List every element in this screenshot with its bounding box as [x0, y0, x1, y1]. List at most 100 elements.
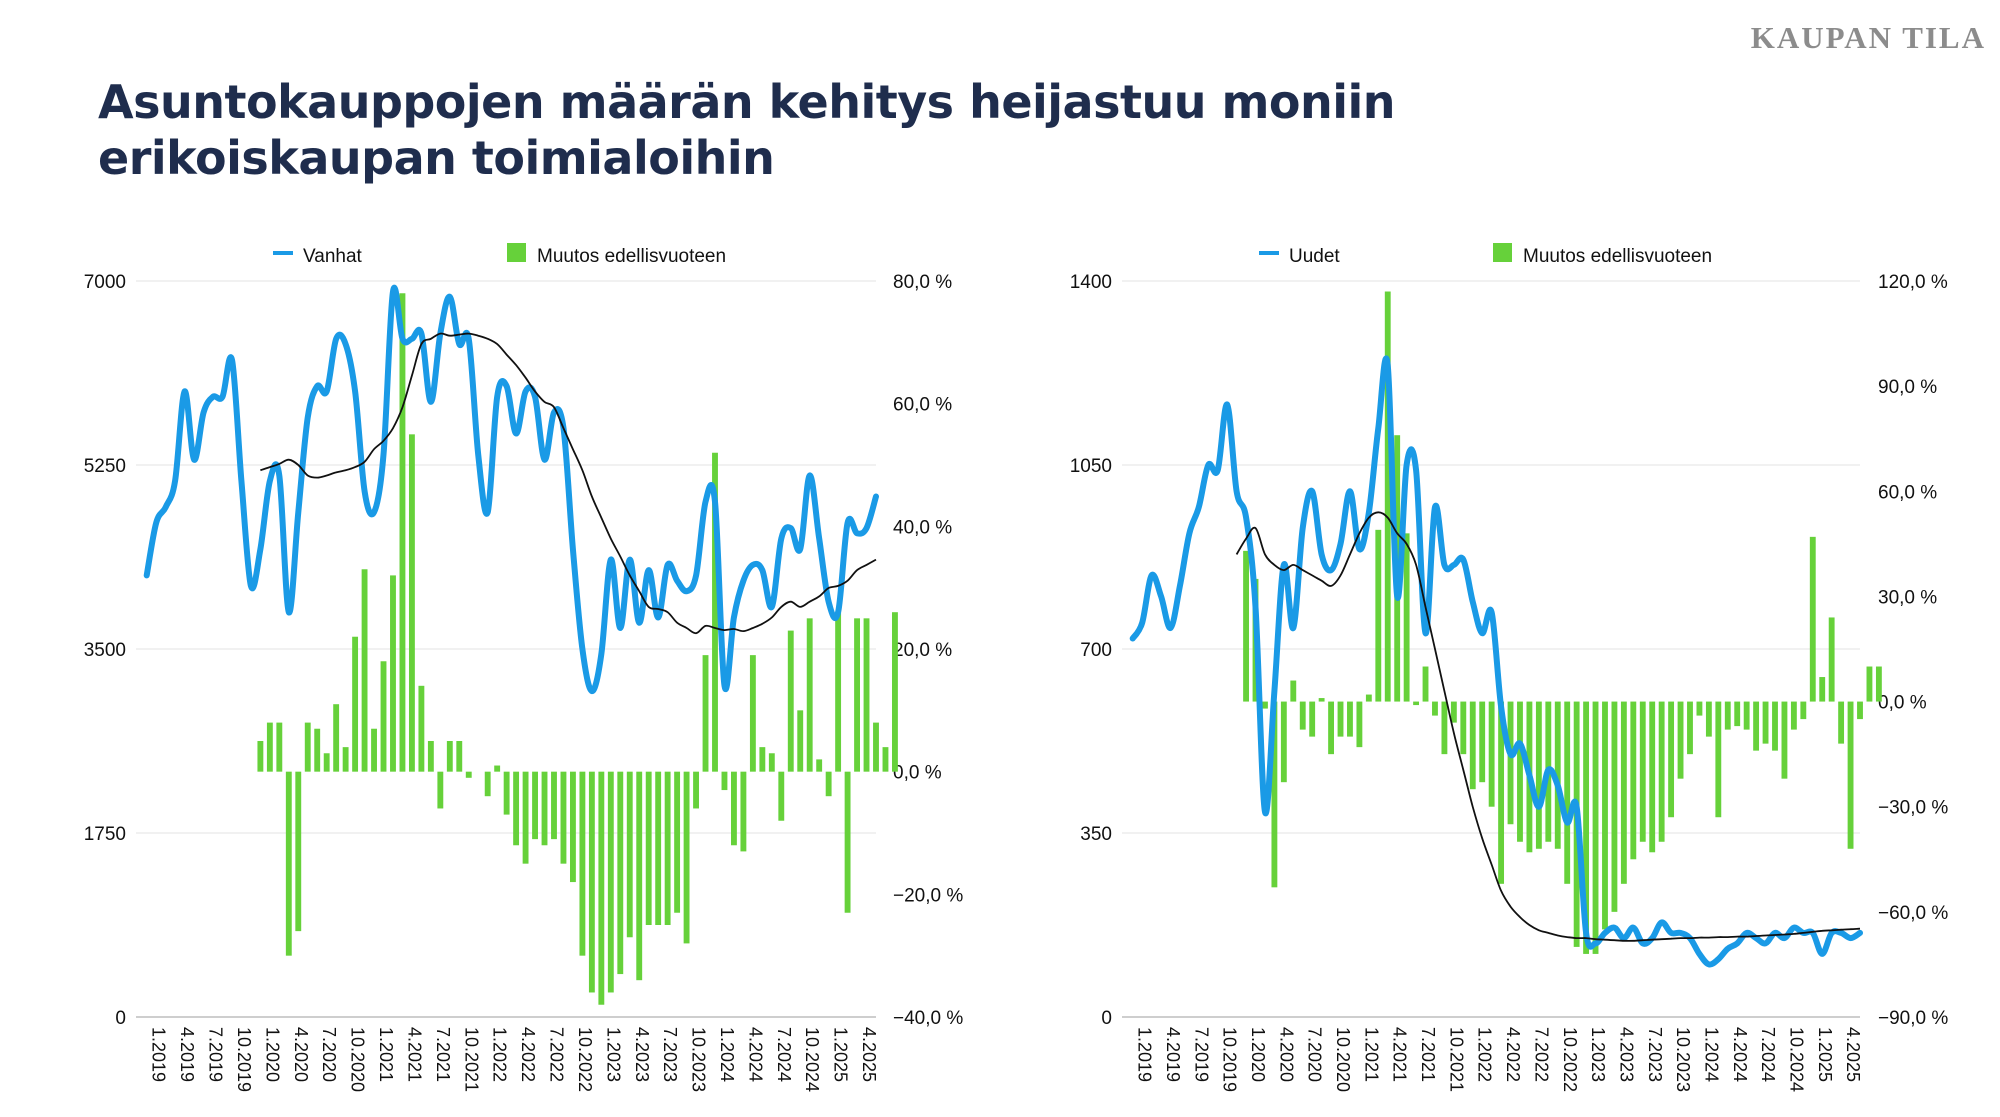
bar [1554, 701, 1561, 849]
bar [1620, 701, 1627, 884]
bar [266, 722, 273, 772]
series-line [1129, 355, 1863, 968]
x-axis-tick-label: 4.2025 [1843, 1027, 1863, 1082]
bar [617, 771, 624, 975]
bar [844, 771, 851, 913]
bar [1413, 701, 1420, 706]
x-axis-tick-label: 10.2024 [802, 1027, 822, 1092]
x-axis-tick-label: 1.2024 [1701, 1027, 1721, 1082]
right-axis-tick-label: 0,0 % [893, 763, 942, 784]
bar [1337, 701, 1344, 737]
x-axis-tick-label: 10.2021 [1446, 1027, 1466, 1092]
bar [522, 771, 529, 864]
bar [1630, 701, 1637, 860]
bar [1602, 701, 1608, 930]
bar [1441, 701, 1448, 755]
bar [456, 741, 463, 772]
x-axis-tick-label: 10.2019 [1220, 1027, 1240, 1092]
bar [1705, 701, 1712, 737]
x-axis-tick-label: 4.2024 [1730, 1027, 1750, 1082]
legend-bar-swatch [507, 243, 526, 262]
bar [1649, 701, 1656, 853]
x-axis-tick-label: 1.2020 [1248, 1027, 1268, 1082]
bar [1828, 617, 1835, 702]
bar [607, 771, 614, 993]
left-axis-tick-label: 3500 [84, 640, 126, 661]
x-axis-tick-label: 7.2024 [1758, 1027, 1778, 1082]
x-axis-tick-label: 1.2022 [1475, 1027, 1495, 1082]
bar [465, 771, 472, 778]
x-axis-tick-label: 7.2023 [660, 1027, 680, 1082]
bar [1517, 701, 1523, 842]
legend-bar-label: Muutos edellisvuoteen [537, 246, 726, 267]
bar [702, 655, 709, 772]
bar [854, 618, 860, 772]
bar [1432, 701, 1438, 716]
x-axis-tick-label: 1.2019 [1135, 1027, 1155, 1082]
x-axis-tick-label: 7.2022 [1531, 1027, 1551, 1082]
right-axis-tick-label: 20,0 % [893, 640, 952, 661]
x-axis-tick-label: 4.2024 [745, 1027, 765, 1082]
bar [541, 771, 548, 846]
trend-line [260, 332, 877, 635]
x-axis-tick-label: 7.2019 [1191, 1027, 1211, 1082]
x-axis-tick-label: 4.2019 [1163, 1027, 1183, 1082]
bar [1592, 701, 1599, 954]
bar [342, 747, 349, 772]
bar [484, 771, 491, 797]
bar [361, 569, 368, 772]
bar [1422, 666, 1429, 702]
bar [816, 759, 823, 772]
bar [1299, 701, 1306, 730]
bar [503, 771, 510, 815]
bar [863, 618, 870, 772]
left-axis-tick-label: 7000 [84, 272, 126, 293]
bar [873, 722, 879, 772]
bar [683, 771, 690, 944]
bar [494, 765, 501, 772]
bar [1290, 680, 1297, 702]
x-axis-tick-label: 1.2024 [717, 1027, 737, 1082]
bar [1262, 701, 1268, 709]
bar [1781, 701, 1788, 779]
legend-line-swatch [273, 251, 293, 255]
bar [513, 771, 520, 846]
bar [1328, 701, 1334, 755]
right-axis-tick-label: −20,0 % [893, 885, 963, 906]
bar [797, 710, 804, 772]
bar [759, 747, 766, 772]
bar [645, 771, 652, 925]
x-axis-tick-label: 10.2024 [1786, 1027, 1806, 1092]
legend-line-label: Vanhat [303, 246, 363, 267]
page-title-line-1: Asuntokauppojen määrän kehitys heijastuu… [98, 75, 1396, 129]
bar [1479, 701, 1486, 783]
bar [806, 618, 813, 772]
x-axis-tick-label: 4.2023 [632, 1027, 652, 1082]
bar [1318, 698, 1325, 702]
bar [437, 771, 444, 809]
x-axis-tick-label: 1.2025 [831, 1027, 851, 1082]
bar [778, 771, 785, 821]
bar [1639, 701, 1646, 842]
left-axis-tick-label: 350 [1080, 824, 1112, 845]
bar [1790, 701, 1797, 730]
x-axis-tick-label: 1.2022 [490, 1027, 510, 1082]
x-axis-tick-label: 10.2020 [348, 1027, 368, 1092]
bar [1469, 701, 1476, 790]
bar [1243, 550, 1249, 702]
bar [674, 771, 681, 913]
bar [1866, 666, 1873, 702]
right-axis-tick-label: 120,0 % [1878, 272, 1948, 293]
right-axis-tick-label: 0,0 % [1878, 693, 1927, 714]
x-axis-tick-label: 4.2020 [291, 1027, 311, 1082]
bar [1668, 701, 1675, 818]
x-axis-tick-label: 1.2025 [1815, 1027, 1835, 1082]
x-axis-tick-label: 7.2021 [433, 1027, 453, 1082]
bar [1875, 666, 1882, 702]
x-axis-tick-label: 10.2020 [1333, 1027, 1353, 1092]
bar [787, 630, 794, 772]
x-axis-tick-label: 4.2021 [1390, 1027, 1410, 1082]
bar [323, 753, 330, 772]
bar [1762, 701, 1769, 744]
